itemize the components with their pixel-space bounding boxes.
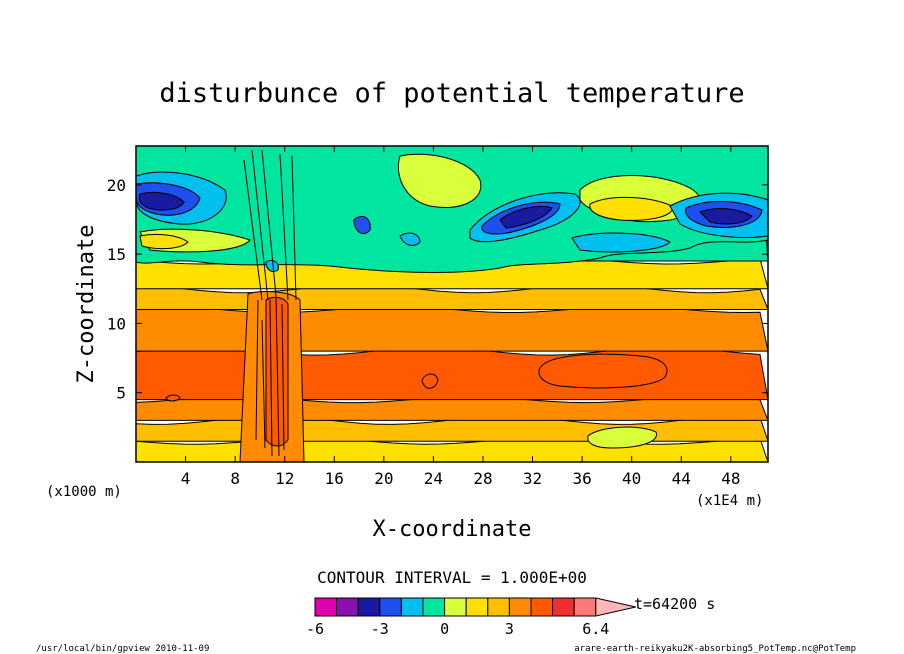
- x-tick-label: 24: [424, 469, 443, 488]
- convective-streaks: [243, 149, 297, 457]
- y-axis: 5 10 15 20: [107, 176, 768, 403]
- upper-yellow-lobe-2: [397, 153, 482, 208]
- colorbar: [314, 597, 636, 617]
- x-tick-label: 28: [473, 469, 492, 488]
- low-yellow-cell-x39: [587, 426, 657, 449]
- x-tick-label: 8: [230, 469, 240, 488]
- colorbar-swatch: [552, 597, 575, 617]
- cold-cell-cyan-lower: [571, 232, 671, 253]
- contour-interval-label: CONTOUR INTERVAL = 1.000E+00: [317, 568, 587, 587]
- colorbar-swatch: [530, 597, 554, 617]
- contour-layer-2: [136, 396, 768, 421]
- x-units-right: (x1E4 m): [696, 493, 763, 509]
- x-axis: 4 8 12 16 20 24 28 32 36 40 44 48: [181, 146, 740, 488]
- lower-features: [165, 149, 668, 462]
- x-axis-label: X-coordinate: [373, 517, 532, 542]
- footer-right: arare-earth-reikyaku2K-absorbing5_PotTem…: [574, 644, 856, 654]
- x-tick-label: 12: [275, 469, 294, 488]
- colorbar-tick-label: 6.4: [582, 620, 609, 638]
- x-tick-label: 48: [721, 469, 740, 488]
- colorbar-swatch: [336, 597, 359, 617]
- colorbar-tick-label: -3: [371, 620, 389, 638]
- warm-core-x24: [421, 373, 439, 389]
- x-tick-label: 20: [374, 469, 393, 488]
- x-units-left: (x1000 m): [46, 484, 122, 500]
- colorbar-tick-label: 0: [440, 620, 449, 638]
- footer-left: /usr/local/bin/gpview 2010-11-09: [36, 644, 209, 654]
- cold-cell-small-1: [399, 232, 421, 246]
- x-tick-label: 36: [572, 469, 591, 488]
- warm-core-x37: [538, 353, 668, 389]
- x-tick-label: 40: [622, 469, 641, 488]
- upper-orange-lobe-2: [139, 233, 189, 250]
- colorbar-swatch: [422, 597, 446, 617]
- y-axis-label: Z-coordinate: [74, 225, 99, 384]
- colorbar-swatch: [444, 597, 467, 617]
- contour-layer-0: [136, 437, 768, 462]
- colorbar-swatch: [573, 597, 597, 617]
- upper-orange-lobe-1: [589, 197, 673, 221]
- colorbar-swatch: [379, 597, 402, 617]
- colorbar-tick-label: -6: [306, 620, 324, 638]
- cold-cell-mid-navy: [499, 206, 553, 229]
- warm-core-x3: [165, 394, 181, 402]
- y-tick-label: 20: [107, 176, 126, 195]
- x-tick-label: 16: [325, 469, 344, 488]
- time-label: t=64200 s: [634, 595, 715, 613]
- colorbar-swatch: [314, 597, 338, 617]
- chart-title: disturbunce of potential temperature: [159, 78, 744, 109]
- x-tick-label: 44: [672, 469, 691, 488]
- x-tick-label: 32: [523, 469, 542, 488]
- y-tick-label: 15: [107, 245, 126, 264]
- contour-layer-3: [136, 346, 768, 401]
- colorbar-swatch: [465, 597, 489, 617]
- colorbar-swatch: [400, 597, 424, 617]
- cold-cell-right-navy: [699, 208, 753, 225]
- colorbar-ticks: -6 -3 0 3 6.4: [306, 620, 609, 638]
- plot-frame: [135, 145, 769, 463]
- colorbar-swatch: [487, 597, 510, 617]
- colorbar-swatch: [357, 597, 381, 617]
- colorbar-extend-triangle: [595, 597, 636, 617]
- cold-cell-small-2: [353, 215, 371, 235]
- contour-layer-4: [136, 306, 768, 352]
- colorbar-tick-label: 3: [505, 620, 514, 638]
- cold-cell-small-3: [265, 259, 279, 273]
- cold-cell-left-navy: [138, 191, 185, 211]
- y-tick-label: 5: [116, 384, 126, 403]
- y-tick-label: 10: [107, 314, 126, 333]
- colorbar-swatch: [508, 597, 532, 617]
- plot-area: [136, 146, 768, 462]
- x-tick-label: 4: [181, 469, 191, 488]
